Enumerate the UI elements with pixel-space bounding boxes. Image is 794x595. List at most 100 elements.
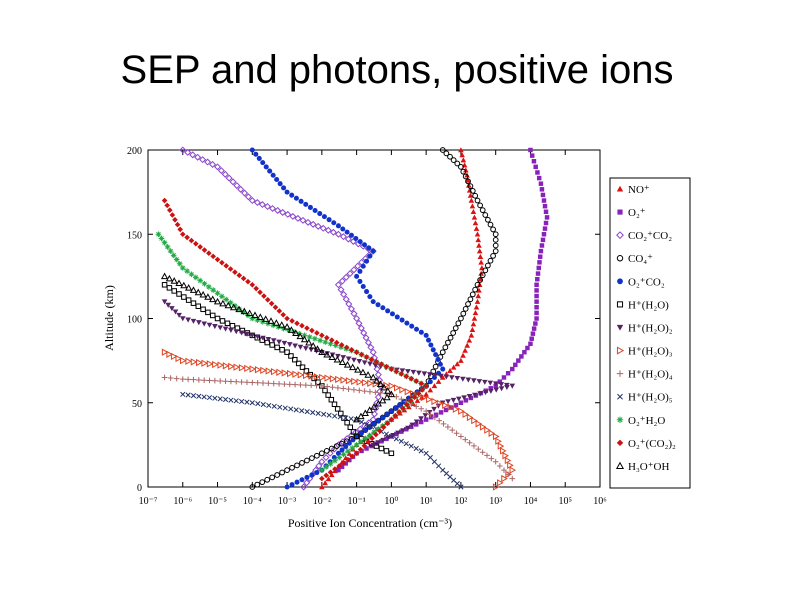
data-point	[254, 379, 261, 386]
data-point	[188, 271, 195, 278]
data-point	[314, 330, 320, 336]
data-point	[227, 266, 234, 272]
data-point	[534, 282, 539, 288]
data-point	[196, 377, 202, 383]
data-point	[371, 429, 377, 436]
data-point	[529, 336, 534, 341]
data-point	[462, 305, 469, 312]
data-point	[354, 262, 362, 270]
data-point	[541, 198, 547, 203]
data-point	[332, 342, 339, 349]
data-point	[190, 318, 197, 324]
data-point	[294, 479, 300, 485]
data-point	[388, 408, 394, 414]
data-point	[458, 147, 464, 153]
data-point	[199, 156, 207, 164]
data-point	[258, 201, 266, 209]
data-point	[201, 247, 208, 253]
data-point	[495, 437, 502, 445]
data-point	[529, 153, 535, 158]
data-point	[271, 403, 277, 409]
data-point	[315, 462, 323, 470]
legend-label: O₂⁺H₂O	[628, 415, 665, 427]
x-tick-label: 10⁻²	[313, 496, 331, 507]
x-tick-label: 10⁻⁴	[243, 496, 262, 507]
data-point	[297, 371, 305, 379]
data-point	[299, 460, 305, 466]
data-point	[405, 404, 412, 410]
data-point	[287, 326, 296, 333]
data-point	[353, 314, 361, 323]
data-point	[324, 226, 332, 234]
data-point	[465, 301, 471, 307]
data-point	[232, 303, 238, 309]
data-point	[229, 178, 237, 186]
data-point	[540, 192, 546, 198]
data-point	[249, 282, 256, 288]
data-point	[249, 379, 256, 386]
data-point	[363, 354, 370, 360]
data-point	[476, 379, 483, 385]
data-point	[428, 414, 434, 420]
y-tick-label: 100	[127, 315, 142, 326]
data-point	[335, 450, 341, 456]
data-point	[180, 356, 187, 365]
data-point	[478, 259, 484, 265]
data-point	[312, 335, 318, 342]
data-point	[461, 395, 467, 401]
data-point	[367, 343, 375, 351]
data-point	[345, 456, 351, 463]
data-point	[372, 389, 379, 396]
data-point	[351, 386, 357, 393]
data-point	[383, 431, 390, 437]
data-point	[466, 187, 473, 193]
data-point	[244, 399, 250, 405]
data-point	[292, 343, 298, 349]
data-point	[470, 208, 477, 215]
data-point	[440, 366, 446, 372]
data-point	[332, 457, 338, 464]
data-point	[465, 177, 471, 183]
data-point	[173, 375, 180, 382]
data-point	[454, 361, 461, 367]
data-point	[453, 402, 459, 408]
data-point	[206, 322, 213, 328]
data-point	[538, 248, 544, 254]
data-point	[240, 275, 247, 282]
data-point	[387, 390, 396, 398]
data-point	[467, 183, 474, 189]
series-layer	[155, 146, 550, 491]
data-point	[428, 342, 434, 348]
data-point	[358, 351, 365, 358]
data-point	[225, 174, 233, 182]
data-point	[158, 235, 165, 242]
data-point	[236, 272, 243, 279]
data-point	[270, 367, 278, 376]
data-point	[352, 415, 361, 423]
data-point	[166, 285, 173, 291]
data-point	[370, 410, 378, 418]
data-point	[477, 276, 484, 282]
data-point	[228, 378, 234, 385]
data-point	[338, 344, 344, 350]
data-point	[445, 399, 451, 405]
data-point	[349, 363, 357, 371]
data-point	[284, 467, 290, 474]
series-7	[161, 348, 517, 491]
data-point	[468, 395, 474, 401]
data-point	[196, 320, 202, 326]
data-point	[346, 270, 354, 278]
x-tick-label: 10⁻³	[278, 496, 296, 507]
data-point	[357, 324, 365, 332]
data-point	[492, 248, 499, 254]
data-point	[169, 306, 175, 312]
data-point	[206, 394, 213, 401]
data-point	[305, 338, 313, 346]
data-point	[409, 323, 415, 329]
data-point	[542, 203, 548, 209]
data-point	[164, 202, 170, 209]
data-point	[304, 457, 310, 464]
data-point	[465, 377, 472, 383]
data-point	[193, 274, 199, 281]
data-point	[376, 388, 384, 396]
